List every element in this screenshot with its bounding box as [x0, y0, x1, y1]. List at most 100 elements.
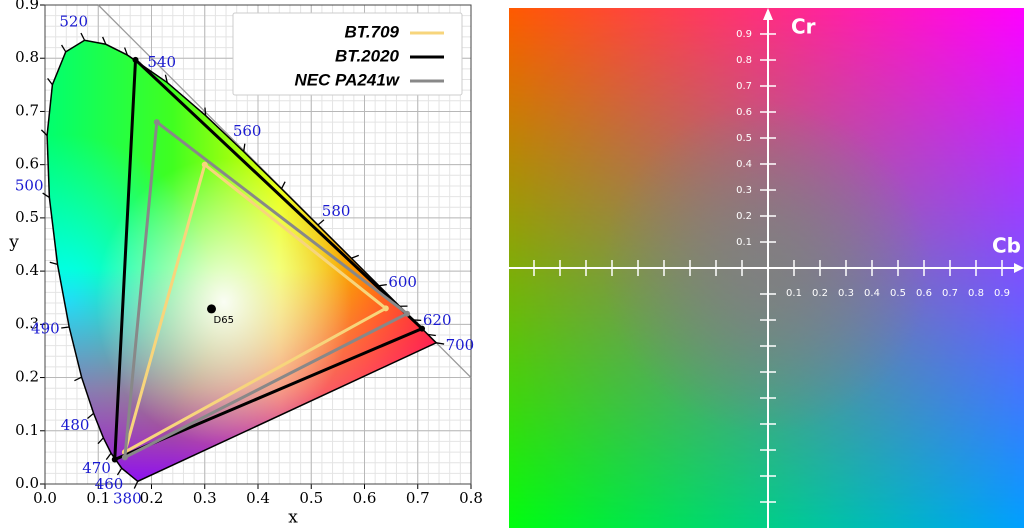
locus-tick	[164, 74, 168, 83]
x-tick-label: 0.3	[193, 489, 217, 507]
y-tick-label: 0.1	[15, 421, 39, 439]
cr-arrow	[763, 8, 773, 20]
locus-tick	[61, 326, 70, 329]
wavelength-label: 560	[233, 122, 262, 140]
y-tick-label: 0.7	[15, 101, 39, 119]
gamut-vertex	[419, 325, 426, 332]
locus-tick	[243, 143, 246, 152]
gamut-vertex	[201, 161, 208, 168]
locus-tick	[436, 342, 445, 345]
locus-tick	[105, 452, 112, 461]
y-tick-label: 0.7	[736, 81, 752, 92]
y-tick-label: 0.1	[736, 237, 752, 248]
legend-box	[232, 12, 463, 96]
wavelength-label: 470	[82, 459, 111, 477]
y-tick-label: 0.5	[15, 208, 39, 226]
locus-tick	[102, 36, 107, 45]
y-tick-label: 0.6	[736, 107, 752, 118]
wavelength-label: 480	[61, 416, 90, 434]
locus-tick	[317, 219, 325, 226]
locus-tick	[74, 376, 82, 382]
x-axis-label: x	[288, 508, 298, 528]
gamut-vertex	[153, 119, 160, 126]
x-tick-label: 0.5	[299, 489, 323, 507]
x-tick-label: 0.6	[916, 288, 932, 299]
locus-tick	[47, 77, 53, 86]
legend-label: NEC PA241w	[294, 70, 400, 89]
y-tick-label: 0.2	[736, 211, 752, 222]
wavelength-label: 380	[113, 489, 142, 507]
gamut-vertex	[111, 456, 118, 463]
x-tick-label: 0.0	[33, 489, 57, 507]
locus-tick	[124, 47, 128, 56]
legend-label: BT.709	[345, 22, 400, 41]
chromaticity-chart: 0.0 0.1 0.2 0.3 0.4 0.5 0.6 0.7 0.8 0.0 0.1 0.2 0.3 0…	[8, 0, 483, 528]
cb-arrow	[1014, 263, 1024, 273]
wavelength-label: 700	[446, 336, 475, 354]
x-tick-label: 0.2	[140, 489, 164, 507]
x-tick-label: 0.3	[838, 288, 854, 299]
wavelength-label: 490	[31, 319, 60, 337]
y-axis-label: y	[8, 233, 19, 253]
y-tick-label: 0.8	[736, 55, 752, 66]
wavelength-label: 580	[322, 202, 351, 220]
legend-label: BT.2020	[335, 46, 399, 65]
locus-tick	[351, 254, 359, 259]
x-tick-label: 0.7	[406, 489, 430, 507]
y-tick-label: 0.0	[15, 474, 39, 492]
x-tick-label: 0.1	[86, 489, 110, 507]
wavelength-label: 520	[59, 12, 88, 30]
wavelength-label: 620	[423, 311, 452, 329]
y-tick-label: 0.4	[15, 261, 39, 279]
y-tick-label: 0.3	[736, 185, 752, 196]
gamut-vertex	[132, 56, 139, 63]
gamut-triangle	[123, 163, 388, 454]
locus-tick	[61, 44, 67, 53]
y-tick-label: 0.4	[736, 159, 752, 170]
locus-tick	[40, 129, 48, 136]
y-axis-label: Cr	[791, 15, 816, 39]
locus-tick	[97, 437, 104, 445]
x-tick-label: 0.4	[246, 489, 270, 507]
x-tick-label: 0.6	[353, 489, 377, 507]
x-axis-label: Cb	[992, 234, 1021, 258]
y-tick-label: 0.9	[736, 29, 752, 40]
y-tick-label: 0.2	[15, 368, 39, 386]
y-tick-label: 0.8	[15, 48, 39, 66]
wavelength-label: 600	[388, 273, 417, 291]
x-tick-label: 0.1	[786, 288, 802, 299]
gamut-vertex	[121, 454, 128, 461]
x-tick-label: 0.7	[942, 288, 958, 299]
plot-frame	[44, 4, 472, 485]
locus-tick	[378, 283, 387, 287]
y-tick-label: 0.5	[736, 133, 752, 144]
x-tick-label: 0.9	[994, 288, 1010, 299]
locus-tick	[116, 467, 123, 476]
locus-tick	[204, 107, 207, 116]
locus-tick	[280, 181, 286, 190]
locus-tick	[133, 481, 139, 489]
gamut-vertex	[404, 310, 411, 317]
x-tick-label: 0.2	[812, 288, 828, 299]
white-point-label: D65	[214, 315, 234, 326]
locus-tick	[427, 333, 436, 337]
gamut-vertex	[382, 305, 389, 312]
locus-tick	[49, 261, 58, 265]
y-tick-label: 0.6	[15, 155, 39, 173]
locus-tick	[80, 32, 86, 41]
wavelength-label: 500	[15, 177, 44, 195]
wavelength-label: 460	[95, 475, 124, 493]
locus-tick	[87, 412, 95, 419]
x-tick-label: 0.4	[864, 288, 880, 299]
white-point	[207, 304, 217, 314]
x-tick-label: 0.8	[459, 489, 483, 507]
gamut-triangle	[123, 120, 409, 459]
locus-tick	[42, 192, 50, 198]
x-tick-label: 0.5	[890, 288, 906, 299]
wavelength-label: 540	[147, 53, 176, 71]
gamut-triangle	[113, 58, 424, 462]
y-tick-label: 0.3	[15, 314, 39, 332]
